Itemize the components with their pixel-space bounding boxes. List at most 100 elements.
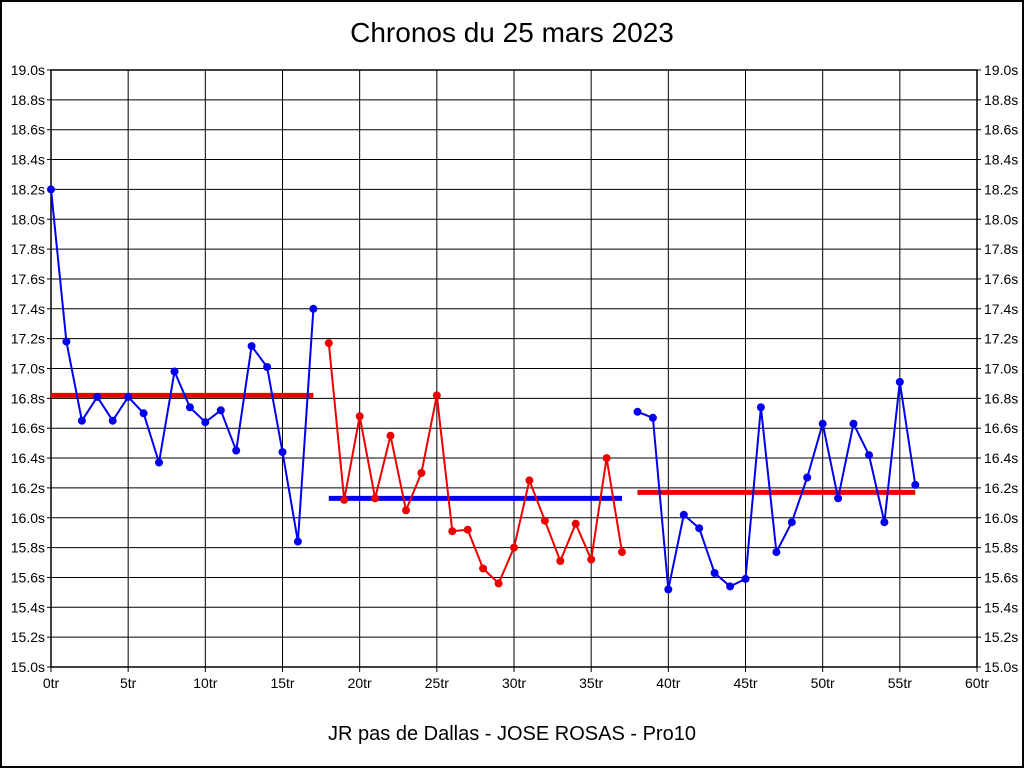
- x-tick-label: 45tr: [733, 675, 757, 691]
- y-tick-label-right: 15.0s: [984, 659, 1018, 675]
- series-markers-session-2: [324, 339, 626, 588]
- series-line-session-3: [637, 381, 917, 590]
- chart-title: Chronos du 25 mars 2023: [350, 17, 674, 48]
- x-tick-label: 0tr: [43, 675, 60, 691]
- y-tick-label-left: 16.8s: [11, 390, 45, 406]
- y-tick-label-left: 15.4s: [11, 599, 45, 615]
- x-tick-label: 5tr: [120, 675, 137, 691]
- y-tick-label-right: 15.8s: [984, 540, 1018, 556]
- data-point: [340, 495, 349, 504]
- data-point: [849, 419, 858, 428]
- x-tick-label: 25tr: [425, 675, 449, 691]
- data-point: [170, 367, 179, 376]
- data-point: [648, 413, 657, 422]
- x-tick-label: 60tr: [965, 675, 989, 691]
- data-point: [155, 458, 163, 467]
- series-line-session-2: [327, 343, 623, 586]
- plot-frame: [50, 69, 978, 668]
- y-tick-label-right: 18.8s: [984, 92, 1018, 108]
- y-tick-label-right: 17.2s: [984, 331, 1018, 347]
- data-point: [432, 391, 441, 400]
- data-point: [618, 548, 626, 557]
- data-point: [247, 342, 256, 351]
- y-tick-label-right: 16.2s: [984, 480, 1018, 496]
- data-point: [386, 431, 395, 440]
- y-tick-label-left: 15.8s: [11, 540, 45, 556]
- data-point: [695, 524, 704, 533]
- data-point: [93, 392, 102, 401]
- data-point: [540, 516, 549, 525]
- data-point: [108, 416, 117, 425]
- x-tick-label: 15tr: [270, 675, 294, 691]
- x-tick-label: 10tr: [193, 675, 217, 691]
- data-point: [633, 407, 642, 416]
- y-tick-label-right: 18.2s: [984, 181, 1018, 197]
- data-point: [679, 510, 688, 519]
- y-tick-label-left: 17.2s: [11, 331, 45, 347]
- data-point: [510, 543, 518, 552]
- data-point: [911, 480, 920, 489]
- y-tick-label-left: 17.6s: [11, 271, 45, 287]
- data-point: [726, 582, 735, 591]
- data-point: [895, 377, 904, 386]
- y-tick-label-left: 17.4s: [11, 301, 45, 317]
- y-tick-label-right: 18.0s: [984, 211, 1018, 227]
- data-point: [587, 555, 596, 564]
- x-tick-label: 55tr: [888, 675, 912, 691]
- y-tick-label-right: 15.6s: [984, 569, 1018, 585]
- data-point: [463, 525, 472, 534]
- data-point: [216, 406, 225, 415]
- data-point: [571, 519, 580, 528]
- y-tick-label-left: 17.8s: [11, 241, 45, 257]
- data-point: [185, 403, 194, 412]
- y-tick-label-left: 18.8s: [11, 92, 45, 108]
- y-tick-label-right: 17.6s: [984, 271, 1018, 287]
- y-tick-label-right: 16.0s: [984, 510, 1018, 526]
- data-point: [324, 339, 333, 348]
- y-tick-label-left: 18.2s: [11, 181, 45, 197]
- data-point: [525, 476, 534, 485]
- data-point: [741, 574, 750, 583]
- data-point: [263, 363, 272, 371]
- y-tick-label-right: 15.2s: [984, 629, 1018, 645]
- data-point: [664, 585, 673, 594]
- y-tick-label-right: 16.8s: [984, 390, 1018, 406]
- data-point: [787, 518, 796, 527]
- data-point: [371, 494, 380, 503]
- y-tick-label-left: 16.4s: [11, 450, 45, 466]
- data-point: [293, 537, 302, 546]
- data-point: [772, 548, 781, 557]
- data-point: [710, 569, 719, 577]
- data-point: [448, 527, 457, 536]
- y-tick-label-left: 19.0s: [11, 62, 45, 78]
- data-point: [232, 446, 241, 455]
- axis-labels: 19.0s 19.0s 18.8s 18.8s 18.6s 18.6s 18.4s 18.4s…: [11, 62, 1019, 691]
- y-tick-label-right: 17.8s: [984, 241, 1018, 257]
- data-point: [201, 418, 210, 427]
- series-markers-session-3: [633, 377, 920, 594]
- data-point: [309, 304, 318, 313]
- y-tick-label-right: 17.0s: [984, 361, 1018, 377]
- data-point: [124, 392, 133, 401]
- data-point: [494, 579, 503, 588]
- data-point: [602, 454, 611, 463]
- y-tick-label-right: 18.6s: [984, 122, 1018, 138]
- series-line-session-1: [50, 189, 315, 542]
- y-tick-label-left: 16.2s: [11, 480, 45, 496]
- data-point: [417, 469, 426, 477]
- y-tick-label-left: 15.0s: [11, 659, 45, 675]
- data-point: [818, 419, 827, 428]
- y-tick-label-right: 17.4s: [984, 301, 1018, 317]
- series-markers-session-1: [47, 185, 318, 546]
- data-point: [62, 337, 71, 346]
- gridlines: [50, 69, 978, 668]
- data-point: [880, 518, 889, 527]
- data-point: [834, 494, 843, 503]
- y-tick-label-left: 18.0s: [11, 211, 45, 227]
- data-point: [803, 473, 812, 482]
- y-tick-label-right: 19.0s: [984, 62, 1018, 78]
- y-tick-label-left: 16.6s: [11, 420, 45, 436]
- x-tick-label: 50tr: [811, 675, 835, 691]
